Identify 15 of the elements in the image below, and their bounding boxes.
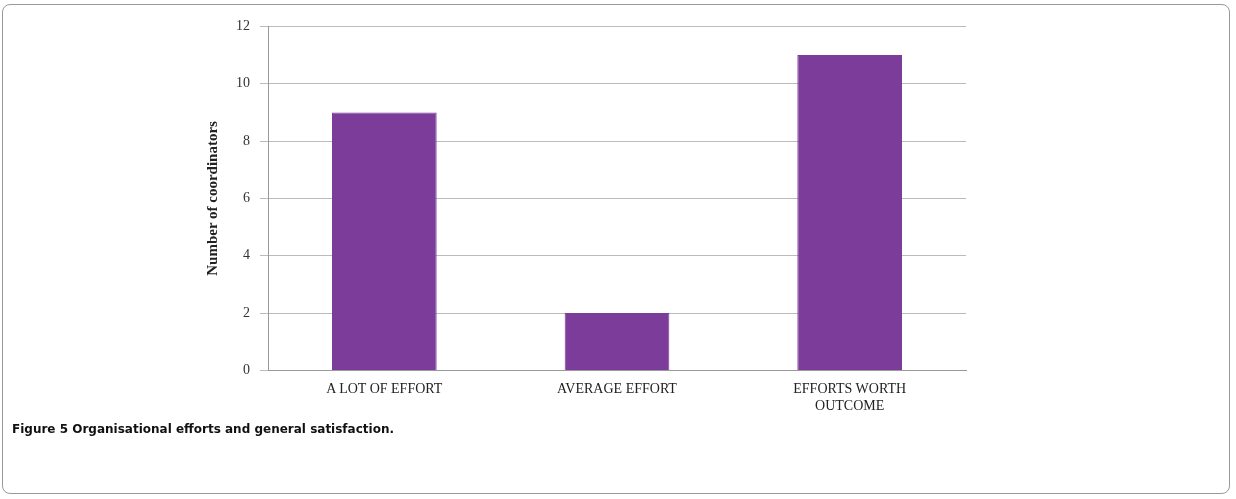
bar	[564, 313, 670, 370]
bar	[331, 112, 437, 370]
y-tick-label: 2	[243, 304, 250, 320]
caption: Figure 5 Organisational efforts and general satisfaction.	[12, 422, 394, 436]
y-axis-title: Number of coordinators	[203, 120, 220, 276]
y-tick-label: 12	[236, 18, 250, 34]
y-tick-label: 4	[243, 247, 250, 263]
y-tick-label: 8	[243, 132, 250, 148]
x-tick-label: AVERAGE EFFORT	[557, 381, 678, 397]
y-tick-label: 6	[243, 190, 250, 206]
y-tick-label: 10	[236, 75, 250, 91]
x-tick-label: A LOT OF EFFORT	[326, 381, 443, 397]
bar	[797, 55, 903, 370]
x-tick-label: EFFORTS WORTH OUTCOME	[793, 381, 907, 414]
y-tick-label: 0	[243, 362, 250, 378]
